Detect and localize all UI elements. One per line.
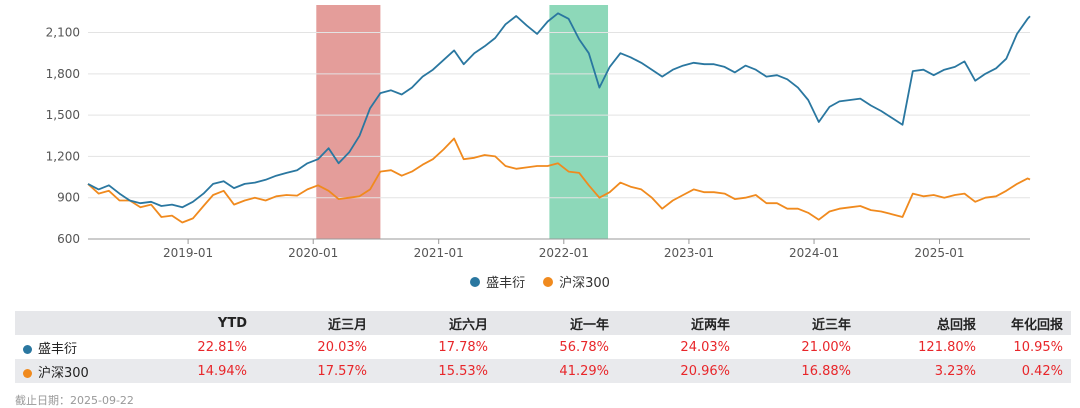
table-row: 盛丰衍 22.81% 20.03% 17.78% 56.78% 24.03% 2… [15,335,1071,359]
table-cell: 20.96% [617,359,738,383]
x-axis: 2019-01 2020-01 2021-01 2022-01 2023-01 2024-… [88,238,1030,260]
legend-label-fund: 盛丰衍 [486,276,526,291]
col-header-6m: 近六月 [375,311,496,335]
x-tick-label: 2019-01 [163,246,213,260]
row-name: 沪深300 [38,365,89,381]
table-cell: 41.29% [496,359,617,383]
y-tick-label: 2,100 [46,26,80,40]
legend-dot-index [543,276,554,287]
performance-chart: 600 900 1,200 1,500 1,800 2,100 2019-01 2020-0… [46,5,1031,260]
y-tick-label: 1,500 [46,108,80,122]
table-cell: 3.23% [859,359,984,383]
x-tick-label: 2023-01 [664,246,714,260]
legend-item-index[interactable]: 沪深300 [543,272,610,291]
x-tick-label: 2020-01 [288,246,338,260]
table-cell: 10.95% [984,335,1071,359]
row-name: 盛丰衍 [38,341,78,357]
col-header-1y: 近一年 [496,311,617,335]
table-cell: 22.81% [135,335,255,359]
series-line-fund [87,12,1031,209]
highlight-bands [316,5,609,239]
table-cell: 21.00% [738,335,859,359]
row-name-cell: 盛丰衍 [15,335,135,359]
series-line-index [87,137,1031,224]
table-cell: 17.78% [375,335,496,359]
table-cell: 0.42% [984,359,1071,383]
legend-dot-fund [470,276,481,287]
highlight-band [549,5,609,239]
col-header-annual: 年化回报 [984,311,1071,335]
table-cell: 24.03% [617,335,738,359]
legend-label-index: 沪深300 [559,276,610,291]
table-cell: 17.57% [255,359,375,383]
table-cell: 20.03% [255,335,375,359]
x-tick-label: 2022-01 [539,246,589,260]
col-header-name [15,311,135,335]
table-cell: 56.78% [496,335,617,359]
series-dot-icon [23,368,32,378]
col-header-ytd: YTD [135,311,255,335]
table-row: 沪深300 14.94% 17.57% 15.53% 41.29% 20.96%… [15,359,1071,383]
y-tick-label: 600 [57,232,80,246]
y-tick-label: 1,200 [46,149,80,163]
y-tick-label: 1,800 [46,67,80,81]
as-of-date: 截止日期：2025-09-22 [15,394,134,407]
legend-item-fund[interactable]: 盛丰衍 [470,272,525,291]
y-axis-labels: 600 900 1,200 1,500 1,800 2,100 [46,26,80,246]
x-tick-label: 2024-01 [789,246,839,260]
highlight-band [316,5,381,239]
table-cell: 15.53% [375,359,496,383]
table-cell: 16.88% [738,359,859,383]
col-header-3m: 近三月 [255,311,375,335]
x-tick-label: 2025-01 [914,246,964,260]
y-tick-label: 900 [57,191,80,205]
table-cell: 14.94% [135,359,255,383]
row-name-cell: 沪深300 [15,359,135,383]
chart-legend: 盛丰衍 沪深300 [0,272,1080,291]
col-header-total: 总回报 [859,311,984,335]
series-lines [87,12,1031,224]
series-dot-icon [23,344,32,354]
col-header-2y: 近两年 [617,311,738,335]
table-cell: 121.80% [859,335,984,359]
x-tick-label: 2021-01 [414,246,464,260]
col-header-3y: 近三年 [738,311,859,335]
table-header-row: YTD 近三月 近六月 近一年 近两年 近三年 总回报 年化回报 [15,311,1071,335]
performance-table: YTD 近三月 近六月 近一年 近两年 近三年 总回报 年化回报 盛丰衍 22.… [15,311,1071,383]
